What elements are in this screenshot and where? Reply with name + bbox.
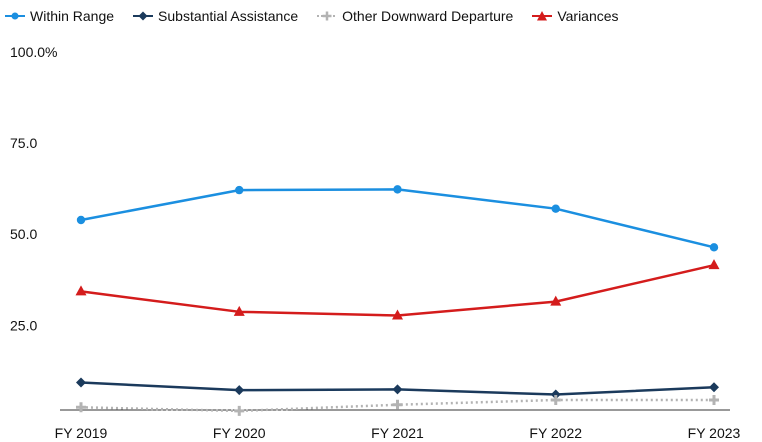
x-tick-label: FY 2023	[688, 425, 741, 441]
legend-label: Within Range	[30, 8, 115, 24]
legend-label: Substantial Assistance	[158, 8, 299, 24]
data-point	[392, 399, 403, 410]
x-tick-label: FY 2019	[55, 425, 108, 441]
legend-item-other-downward-departure: Other Downward Departure	[316, 8, 513, 24]
data-point	[392, 384, 403, 395]
data-point	[234, 405, 245, 416]
x-tick-label: FY 2022	[529, 425, 582, 441]
data-point	[76, 215, 86, 225]
data-point	[76, 377, 86, 388]
data-point	[234, 385, 245, 396]
data-point	[235, 185, 244, 195]
data-point	[392, 309, 403, 320]
data-point	[708, 259, 720, 270]
chart-legend: Within Range Substantial Assistance Othe…	[4, 8, 619, 24]
legend-item-substantial-assistance: Substantial Assistance	[132, 8, 298, 24]
y-tick-label: 75.0	[10, 135, 37, 151]
x-tick-label: FY 2020	[213, 425, 266, 441]
data-point	[709, 395, 719, 406]
data-point	[233, 305, 245, 316]
series-line-1	[80, 188, 715, 249]
legend-swatch-plus-icon	[317, 11, 338, 21]
series-line-4	[80, 263, 715, 317]
data-point	[709, 382, 719, 393]
data-point	[75, 285, 87, 296]
legend-swatch-triangle-icon	[532, 11, 553, 21]
data-point	[551, 204, 560, 213]
y-tick-label: 50.0	[10, 226, 37, 242]
legend-item-within-range: Within Range	[4, 8, 114, 24]
legend-swatch-diamond-icon	[133, 11, 154, 21]
y-tick-label: 25.0	[10, 317, 37, 333]
x-tick-label: FY 2021	[371, 425, 424, 441]
data-point	[550, 389, 561, 400]
legend-swatch-circle-icon	[5, 12, 25, 20]
data-point	[393, 185, 402, 194]
data-point	[550, 295, 562, 306]
data-point	[76, 402, 86, 413]
data-point	[550, 395, 561, 406]
legend-item-variances: Variances	[531, 8, 619, 24]
legend-label: Other Downward Departure	[342, 8, 514, 24]
legend-label: Variances	[557, 8, 619, 24]
y-tick-label: 100.0%	[10, 44, 57, 60]
data-point	[709, 243, 719, 252]
